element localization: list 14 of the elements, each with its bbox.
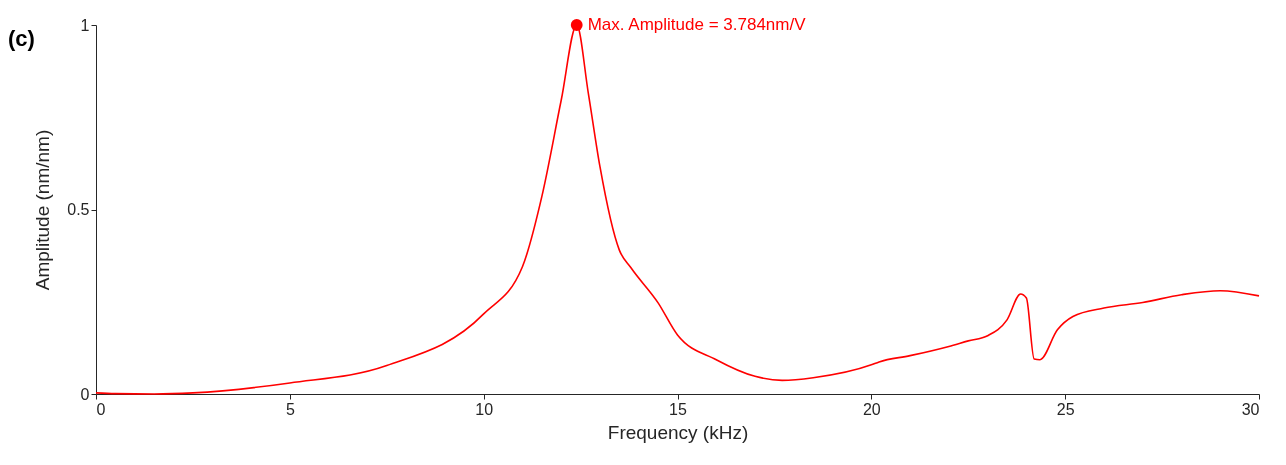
y-tick-label: 0 [80,385,90,403]
annotation: Max. Amplitude = 3.784nm/V [587,15,807,34]
x-tick-label: 5 [285,400,295,418]
x-tick-label: 10 [475,400,494,418]
x-tick-label: 0 [96,400,106,418]
y-axis-title: Amplitude (nm/nm) [32,129,54,291]
x-tick-label: 20 [862,400,881,418]
x-axis-title: Frequency (kHz) [607,421,749,443]
x-tick-label: 25 [1056,400,1075,418]
x-tick-label: 30 [1241,400,1260,418]
text: (c) [8,26,35,51]
x-tick-label: 15 [669,400,687,418]
y-tick-label: 0.5 [67,201,90,218]
y-tick-label: 1 [80,16,90,34]
